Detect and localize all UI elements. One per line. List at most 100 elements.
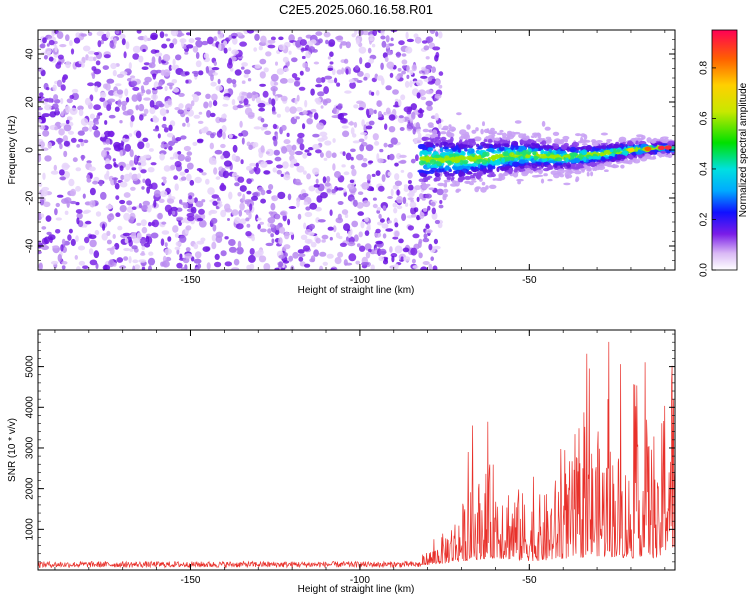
heatmap-cell — [499, 129, 504, 133]
heatmap-cell — [464, 147, 468, 152]
heatmap-cell — [268, 184, 274, 190]
heatmap-cell — [554, 157, 563, 162]
heatmap-cell — [320, 105, 324, 109]
heatmap-cell — [52, 103, 59, 110]
heatmap-cell — [218, 43, 222, 51]
heatmap-cell — [89, 200, 96, 208]
heatmap-cell — [301, 55, 306, 60]
heatmap-cell — [416, 79, 423, 87]
heatmap-cell — [83, 139, 89, 144]
heatmap-cell — [479, 151, 483, 154]
heatmap-cell — [288, 34, 295, 42]
heatmap-cell — [39, 43, 46, 49]
heatmap-cell — [502, 132, 507, 138]
heatmap-cell — [184, 71, 190, 76]
heatmap-cell — [286, 132, 290, 137]
heatmap-cell — [270, 73, 279, 82]
heatmap-cell — [172, 225, 179, 233]
heatmap-cell — [108, 90, 115, 96]
colorbar-tick-label: 0.6 — [699, 111, 710, 125]
heatmap-cell — [288, 255, 294, 262]
heatmap-cell — [93, 130, 101, 138]
heatmap-cell — [321, 239, 326, 243]
heatmap-cell — [438, 71, 444, 76]
heatmap-cell — [154, 49, 160, 53]
heatmap-cell — [481, 159, 488, 165]
heatmap-cell — [392, 236, 399, 240]
heatmap-cell — [361, 162, 368, 168]
heatmap-cell — [80, 33, 87, 37]
heatmap-cell — [299, 70, 304, 76]
heatmap-cell — [543, 150, 549, 154]
heatmap-cell — [368, 248, 372, 253]
heatmap-cell — [88, 248, 94, 255]
heatmap-cell — [283, 139, 291, 145]
heatmap-cell — [186, 151, 193, 156]
heatmap-cell — [289, 150, 295, 156]
heatmap-cell — [308, 231, 315, 237]
heatmap-cell — [357, 211, 365, 216]
heatmap-cell — [121, 104, 127, 111]
heatmap-cell — [164, 85, 168, 92]
heatmap-cell — [95, 263, 99, 270]
heatmap-cell — [560, 144, 568, 150]
heatmap-cell — [81, 62, 85, 68]
heatmap-cell — [201, 40, 209, 46]
heatmap-cell — [425, 229, 433, 234]
heatmap-cell — [166, 82, 175, 87]
heatmap-cell — [144, 76, 152, 83]
heatmap-cell — [393, 207, 398, 214]
heatmap-cell — [208, 100, 213, 108]
heatmap-cell — [377, 110, 383, 118]
heatmap-cell — [308, 185, 316, 192]
heatmap-cell — [128, 256, 132, 264]
heatmap-cell — [325, 39, 329, 45]
heatmap-cell — [109, 40, 114, 49]
heatmap-cell — [41, 189, 48, 197]
heatmap-cell — [60, 244, 64, 252]
heatmap-cell — [183, 145, 191, 152]
heatmap-cell — [99, 97, 106, 102]
heatmap-cell — [426, 36, 431, 44]
heatmap-cell — [444, 165, 450, 171]
heatmap-cell — [113, 37, 117, 46]
heatmap-cell — [70, 188, 77, 197]
heatmap-cell — [437, 182, 445, 187]
heatmap-cell — [498, 146, 505, 151]
heatmap-cell — [304, 211, 313, 218]
heatmap-cell — [350, 164, 355, 170]
heatmap-cell — [257, 102, 266, 108]
heatmap-cell — [600, 132, 609, 136]
heatmap-cell — [278, 254, 286, 259]
heatmap-cell — [104, 163, 113, 170]
heatmap-cell — [544, 126, 551, 131]
heatmap-cell — [361, 182, 370, 190]
heatmap-cell — [573, 170, 582, 175]
heatmap-cell — [418, 178, 425, 183]
heatmap-cell — [418, 252, 423, 259]
heatmap-cell — [278, 237, 283, 245]
heatmap-cell — [447, 139, 453, 143]
heatmap-cell — [508, 167, 514, 173]
heatmap-cell — [177, 151, 182, 155]
heatmap-cell — [105, 31, 111, 39]
heatmap-cell — [349, 81, 356, 89]
heatmap-cell — [139, 44, 148, 52]
heatmap-cell — [302, 152, 308, 159]
heatmap-cell — [416, 92, 421, 99]
heatmap-cell — [474, 186, 480, 193]
heatmap-cell — [213, 167, 218, 175]
heatmap-cell — [122, 110, 131, 116]
heatmap-cell — [124, 237, 129, 244]
heatmap-cell — [549, 155, 557, 159]
heatmap-cell — [138, 203, 142, 209]
heatmap-cell — [536, 169, 543, 173]
heatmap-cell — [315, 237, 321, 244]
heatmap-cell — [451, 156, 455, 163]
heatmap-cell — [38, 240, 42, 245]
heatmap-cell — [157, 133, 161, 139]
heatmap-cell — [487, 138, 493, 143]
heatmap-cell — [567, 169, 573, 175]
heatmap-cell — [540, 162, 545, 168]
heatmap-cell — [324, 75, 333, 80]
